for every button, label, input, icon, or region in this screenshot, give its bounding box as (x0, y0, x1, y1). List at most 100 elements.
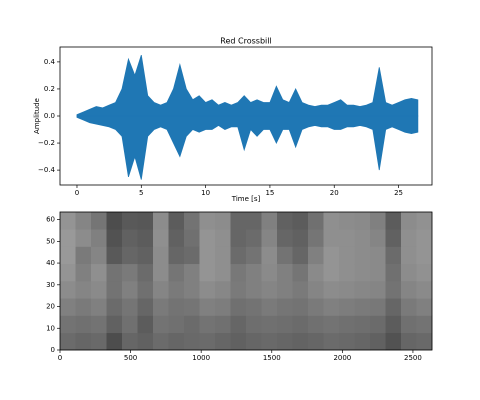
spectrogram-cell (308, 263, 324, 282)
spectrogram-cell (354, 315, 371, 334)
spectrogram-cell (122, 315, 138, 334)
spectrogram-cell (385, 298, 402, 316)
spectrogram-cell (354, 212, 371, 230)
spectrogram-cell (385, 281, 402, 299)
x-tick-label: 500 (124, 354, 137, 362)
spectrogram-cell (292, 315, 309, 334)
spectrogram-cell (308, 298, 324, 316)
spectrogram-cell (339, 332, 355, 351)
x-tick-label: 20 (330, 189, 339, 197)
y-tick-label: 40 (46, 259, 55, 267)
waveform-area (76, 115, 419, 180)
spectrogram-cell (122, 298, 138, 316)
spectrogram-cell (370, 212, 386, 230)
spectrogram-cell (416, 315, 433, 334)
spectrogram-cell (199, 332, 216, 351)
spectrogram-cell (137, 212, 154, 230)
spectrogram-cell (401, 246, 417, 265)
spectrogram-cell (277, 263, 293, 282)
spectrogram-cell (122, 229, 138, 247)
spectrogram-cell (401, 212, 417, 230)
spectrogram-cell (199, 212, 216, 230)
spectrogram-cell (261, 246, 278, 265)
y-axis-label: Amplitude (33, 98, 41, 134)
spectrogram-cell (215, 212, 231, 230)
spectrogram-cell (184, 281, 200, 299)
spectrogram-cell (153, 332, 169, 351)
spectrogram-cell (292, 263, 309, 282)
spectrogram-cell (215, 315, 231, 334)
spectrogram-cell (184, 263, 200, 282)
spectrogram-cell (137, 298, 154, 316)
axes-frame (59, 211, 433, 351)
y-tick-label: −0.4 (38, 166, 56, 174)
spectrogram-cell (277, 332, 293, 351)
spectrogram-cell (277, 246, 293, 265)
spectrogram-cell (153, 229, 169, 247)
spectrogram-cell (122, 332, 138, 351)
spectrogram-cell (261, 298, 278, 316)
spectrogram-cell (339, 315, 355, 334)
spectrogram-cell (370, 263, 386, 282)
spectrogram-cell (292, 298, 309, 316)
spectrogram-cell (246, 315, 262, 334)
spectrogram-cell (75, 229, 92, 247)
spectrogram-cell (199, 246, 216, 265)
x-tick-label: 10 (201, 189, 210, 197)
spectrogram-cell (230, 263, 247, 282)
spectrogram-cell (215, 298, 231, 316)
spectrogram-cell (106, 298, 123, 316)
y-tick-label: −0.2 (38, 139, 55, 147)
spectrogram-cell (323, 246, 340, 265)
spectrogram-cell (277, 229, 293, 247)
spectrogram-cell (106, 281, 123, 299)
spectrogram-cell (292, 246, 309, 265)
spectrogram-cell (308, 229, 324, 247)
spectrogram-cell (246, 246, 262, 265)
spectrogram-cell (199, 298, 216, 316)
spectrogram-cell (91, 263, 107, 282)
spectrogram-cell (75, 315, 92, 334)
spectrogram-cell (215, 263, 231, 282)
spectrogram-cell (230, 332, 247, 351)
spectrogram-cell (75, 212, 92, 230)
spectrogram-cell (401, 229, 417, 247)
x-axis-label: Time [s] (231, 195, 261, 203)
spectrogram-cell (370, 332, 386, 351)
spectrogram-cell (60, 332, 76, 351)
spectrogram-cell (106, 263, 123, 282)
y-tick-label: 0.2 (44, 85, 55, 93)
spectrogram-cell (122, 212, 138, 230)
spectrogram-cell (199, 281, 216, 299)
spectrogram-cell (339, 263, 355, 282)
spectrogram-cell (184, 212, 200, 230)
spectrogram-cell (168, 229, 185, 247)
spectrogram-cell (354, 246, 371, 265)
spectrogram-cell (292, 229, 309, 247)
spectrogram-cell (153, 212, 169, 230)
spectrogram-cell (323, 263, 340, 282)
spectrogram-cell (416, 298, 433, 316)
spectrogram-cell (308, 281, 324, 299)
spectrogram-cell (385, 332, 402, 351)
spectrogram-cell (385, 212, 402, 230)
x-tick-label: 2500 (404, 354, 422, 362)
spectrogram-cell (75, 246, 92, 265)
spectrogram-cell (339, 281, 355, 299)
spectrogram-cell (354, 332, 371, 351)
spectrogram-cell (153, 315, 169, 334)
spectrogram-cell (91, 315, 107, 334)
x-tick-label: 2000 (333, 354, 351, 362)
spectrogram-cell (168, 315, 185, 334)
spectrogram-cell (261, 229, 278, 247)
spectrogram-cell (261, 212, 278, 230)
spectrogram-cell (60, 298, 76, 316)
spectrogram-cell (137, 332, 154, 351)
spectrogram-cell (168, 281, 185, 299)
spectrogram-cell (137, 229, 154, 247)
spectrogram-cell (323, 298, 340, 316)
y-tick-label: 0 (51, 346, 55, 354)
spectrogram-cell (106, 332, 123, 351)
x-tick-label: 0 (75, 189, 79, 197)
